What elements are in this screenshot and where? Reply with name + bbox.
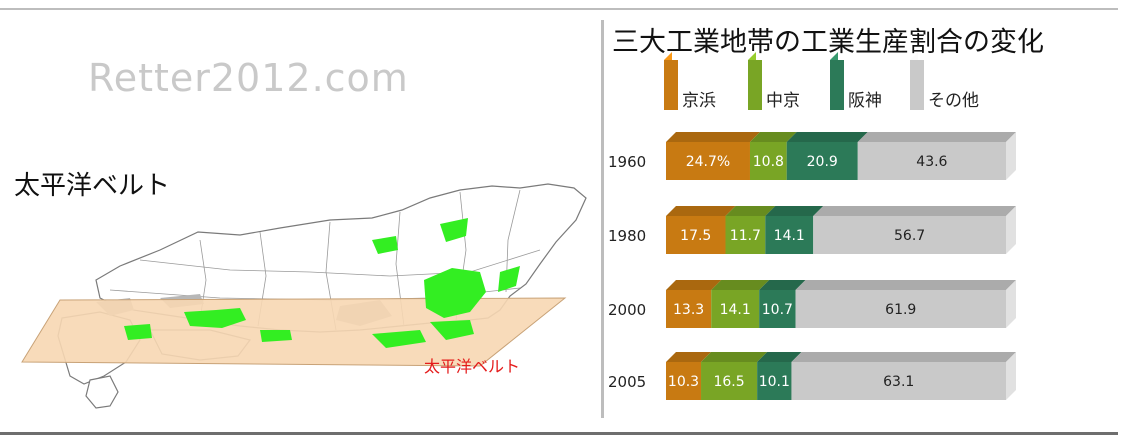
bar-side-2000 (1006, 280, 1016, 328)
bar-top-hanshin-1960 (786, 132, 868, 142)
value-label-keihin-2000: 13.3 (673, 302, 704, 318)
bar-top-keihin-2005 (666, 352, 712, 362)
japan-map: 太平洋ベルト (21, 183, 587, 409)
map-title: 太平洋ベルト (14, 171, 171, 201)
bar-keihin-2005 (666, 362, 702, 400)
value-label-keihin-1960: 24.7% (686, 154, 730, 170)
year-label-2005: 2005 (608, 373, 646, 391)
bar-hanshin-1980 (765, 216, 814, 254)
bar-other-1960 (857, 142, 1006, 180)
value-label-hanshin-1960: 20.9 (807, 154, 838, 170)
bar-top-other-1960 (857, 132, 1016, 142)
value-label-other-1980: 56.7 (894, 228, 925, 244)
value-label-chukyo-2005: 16.5 (713, 374, 744, 390)
bar-top-hanshin-1980 (765, 206, 824, 216)
bar-keihin-2000 (666, 290, 712, 328)
value-label-other-2005: 63.1 (883, 374, 914, 390)
bar-side-1980 (1006, 206, 1016, 254)
value-label-hanshin-2000: 10.7 (762, 302, 793, 318)
legend-label-chukyo: 中京 (766, 91, 800, 111)
bar-chukyo-1960 (749, 142, 787, 180)
value-label-hanshin-2005: 10.1 (759, 374, 790, 390)
year-label-1980: 1980 (608, 227, 646, 245)
value-label-chukyo-1960: 10.8 (753, 154, 784, 170)
bar-top-hanshin-2005 (757, 352, 802, 362)
bottom-rule (0, 432, 1118, 435)
pacific-belt-band (21, 297, 567, 367)
year-label-1960: 1960 (608, 153, 646, 171)
bar-top-chukyo-2005 (701, 352, 768, 362)
legend-label-hanshin: 阪神 (848, 91, 882, 111)
bar-hanshin-2000 (759, 290, 796, 328)
chart-legend: 京浜 中京 阪神 その他 (664, 52, 979, 111)
bar-top-chukyo-1960 (749, 132, 797, 142)
top-rule (0, 8, 1118, 10)
legend-swatch-other (910, 60, 924, 110)
bar-top-chukyo-1980 (725, 206, 776, 216)
bar-side-2005 (1006, 352, 1016, 400)
bar-top-keihin-2000 (666, 280, 722, 290)
bar-chukyo-1980 (725, 216, 766, 254)
bar-top-keihin-1960 (666, 132, 760, 142)
bar-top-keihin-1980 (666, 206, 736, 216)
legend-swatch-keihin (664, 60, 678, 110)
bar-top-other-2005 (791, 352, 1016, 362)
value-label-chukyo-1980: 11.7 (730, 228, 761, 244)
bar-hanshin-2005 (757, 362, 792, 400)
panel-divider (601, 20, 604, 418)
bar-top-hanshin-2000 (759, 280, 806, 290)
legend-swatch-chukyo (748, 60, 762, 110)
value-label-keihin-2005: 10.3 (668, 374, 699, 390)
belt-label: 太平洋ベルト (424, 357, 520, 376)
bar-keihin-1980 (666, 216, 726, 254)
legend-label-keihin: 京浜 (682, 91, 716, 111)
bar-hanshin-1960 (786, 142, 858, 180)
bar-keihin-1960 (666, 142, 750, 180)
bar-chukyo-2005 (701, 362, 758, 400)
industrial-zones (124, 218, 520, 348)
value-label-other-2000: 61.9 (885, 302, 916, 318)
year-label-2000: 2000 (608, 301, 646, 319)
value-label-chukyo-2000: 14.1 (720, 302, 751, 318)
legend-label-other: その他 (928, 91, 979, 111)
watermark-text: Retter2012.com (88, 56, 409, 100)
bar-top-chukyo-2000 (711, 280, 770, 290)
value-label-keihin-1980: 17.5 (680, 228, 711, 244)
value-label-other-1960: 43.6 (916, 154, 947, 170)
bar-other-1980 (813, 216, 1006, 254)
bar-top-other-1980 (813, 206, 1016, 216)
chart-title: 三大工業地帯の工業生産割合の変化 (612, 27, 1044, 58)
value-label-hanshin-1980: 14.1 (774, 228, 805, 244)
bar-other-2005 (791, 362, 1006, 400)
legend-swatch-hanshin (830, 60, 844, 110)
bar-other-2000 (795, 290, 1006, 328)
bar-top-other-2000 (795, 280, 1016, 290)
bar-chukyo-2000 (711, 290, 760, 328)
bar-side-1960 (1006, 132, 1016, 180)
chart-bars: 1960 24.7% 10.8 20.9 43.6 1980 17.5 11.7 14.1 56.… (608, 132, 1016, 400)
